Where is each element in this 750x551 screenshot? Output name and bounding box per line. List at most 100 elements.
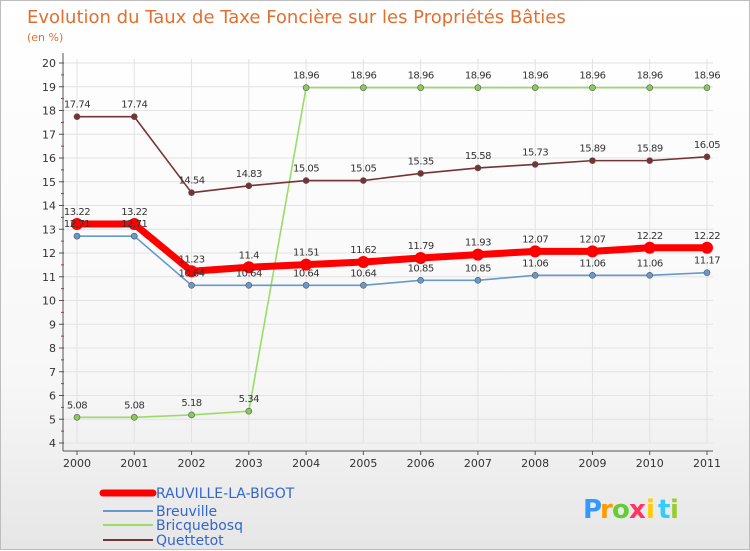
data-label: 16.05 bbox=[694, 140, 720, 151]
data-point bbox=[646, 157, 654, 164]
data-label: 11.4 bbox=[239, 250, 259, 261]
data-label: 18.96 bbox=[579, 71, 605, 82]
x-tick-label: 2000 bbox=[63, 457, 91, 470]
legend-label: Bricquebosq bbox=[156, 518, 243, 534]
x-tick-label: 2010 bbox=[636, 457, 664, 470]
x-tick-label: 2004 bbox=[292, 457, 320, 470]
data-label: 15.35 bbox=[408, 156, 434, 167]
series-breuville bbox=[73, 232, 711, 289]
y-tick-label: 20 bbox=[42, 57, 56, 70]
logo-letter: P bbox=[583, 495, 602, 525]
data-label: 15.89 bbox=[579, 144, 605, 155]
data-label: 18.96 bbox=[293, 71, 319, 82]
y-tick-label: 12 bbox=[42, 247, 56, 260]
logo-letter: i bbox=[670, 495, 679, 525]
data-label: 10.85 bbox=[465, 263, 491, 274]
chart-subtitle: (en %) bbox=[27, 31, 63, 44]
data-label: 10.85 bbox=[408, 263, 434, 274]
data-label: 18.96 bbox=[522, 71, 548, 82]
series-layer bbox=[71, 84, 713, 421]
data-label: 12.22 bbox=[694, 231, 720, 242]
y-tick-label: 8 bbox=[49, 342, 56, 355]
data-label: 11.51 bbox=[293, 248, 319, 259]
y-tick-label: 18 bbox=[42, 105, 56, 118]
grid bbox=[63, 59, 713, 444]
x-tick-label: 2008 bbox=[521, 457, 549, 470]
legend-label: Quettetot bbox=[156, 533, 224, 549]
legend-item: Breuville bbox=[103, 504, 217, 520]
data-point bbox=[474, 277, 482, 284]
data-point bbox=[188, 281, 195, 289]
data-label: 11.06 bbox=[579, 258, 605, 269]
y-tick-label: 4 bbox=[49, 437, 56, 450]
data-point bbox=[586, 245, 599, 258]
data-point bbox=[703, 269, 711, 277]
series-rauville-la-bigot bbox=[71, 218, 713, 278]
data-point bbox=[589, 157, 596, 164]
legend-item: Bricquebosq bbox=[103, 518, 243, 534]
data-label: 12.22 bbox=[637, 231, 663, 242]
data-label: 15.73 bbox=[522, 147, 548, 158]
data-point bbox=[360, 281, 367, 289]
data-label: 10.64 bbox=[178, 268, 204, 279]
data-label: 10.64 bbox=[293, 268, 319, 279]
legend-label: RAUVILLE-LA-BIGOT bbox=[156, 486, 295, 502]
data-point bbox=[703, 153, 711, 161]
data-point bbox=[242, 261, 255, 274]
data-label: 18.96 bbox=[637, 71, 663, 82]
data-point bbox=[302, 177, 310, 184]
data-point bbox=[302, 84, 310, 91]
data-point bbox=[417, 84, 424, 91]
data-point bbox=[417, 277, 424, 284]
logo-letter: t bbox=[658, 495, 670, 525]
data-labels: 13.22 13.22 11.23 11.4 11.51 11.62 11.79 11.93 1… bbox=[64, 71, 721, 412]
data-point bbox=[531, 272, 539, 279]
data-point bbox=[185, 265, 198, 278]
data-label: 18.96 bbox=[465, 71, 491, 82]
y-tick-label: 9 bbox=[49, 318, 56, 331]
data-point bbox=[245, 281, 253, 289]
data-point bbox=[245, 182, 253, 190]
data-point bbox=[589, 272, 596, 279]
x-tick-label: 2009 bbox=[578, 457, 606, 470]
data-label: 11.06 bbox=[637, 258, 663, 269]
series-bricquebosq bbox=[73, 84, 711, 421]
data-label: 18.96 bbox=[408, 71, 434, 82]
data-label: 5.34 bbox=[239, 394, 259, 405]
data-point bbox=[300, 258, 313, 271]
y-tick-label: 14 bbox=[42, 200, 56, 213]
legend-item: Quettetot bbox=[103, 533, 224, 549]
y-tick-label: 16 bbox=[42, 152, 56, 165]
data-point bbox=[302, 281, 310, 289]
y-tick-label: 7 bbox=[49, 366, 56, 379]
data-label: 12.71 bbox=[64, 219, 90, 230]
data-label: 17.74 bbox=[121, 100, 147, 111]
logo-letter: i bbox=[646, 495, 655, 525]
data-point bbox=[703, 84, 711, 91]
x-tick-label: 2002 bbox=[178, 457, 206, 470]
data-point bbox=[73, 113, 81, 120]
data-point bbox=[646, 84, 654, 91]
data-point bbox=[188, 411, 195, 419]
data-label: 12.07 bbox=[522, 234, 548, 245]
series-line bbox=[77, 115, 708, 194]
data-point bbox=[414, 251, 427, 264]
data-label: 13.22 bbox=[64, 207, 90, 218]
data-point bbox=[643, 241, 656, 254]
data-label: 5.08 bbox=[124, 400, 144, 411]
data-label: 10.64 bbox=[350, 268, 376, 279]
data-point bbox=[128, 218, 141, 231]
data-point bbox=[474, 164, 482, 172]
data-point bbox=[130, 232, 138, 240]
x-tick-label: 2005 bbox=[349, 457, 377, 470]
data-label: 11.17 bbox=[694, 256, 720, 267]
data-label: 15.05 bbox=[350, 164, 376, 175]
data-point bbox=[529, 245, 542, 258]
data-label: 5.08 bbox=[67, 400, 87, 411]
data-point bbox=[71, 218, 83, 231]
series-line bbox=[77, 86, 707, 419]
data-point bbox=[417, 170, 424, 177]
data-label: 11.93 bbox=[465, 238, 491, 249]
x-tick-label: 2006 bbox=[407, 457, 435, 470]
